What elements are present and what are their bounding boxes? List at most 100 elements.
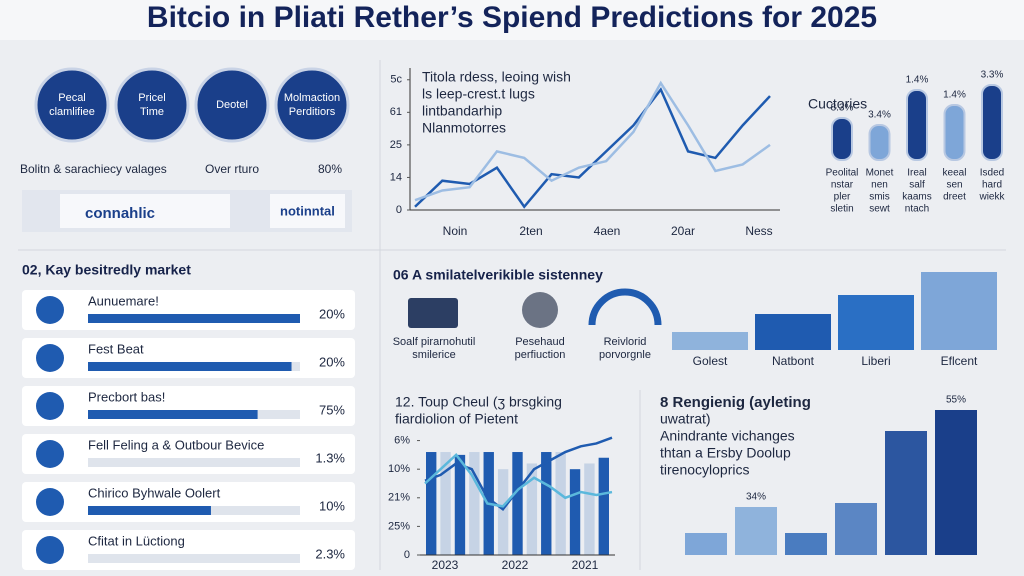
item-label: perfiuction bbox=[515, 349, 566, 361]
section-title: thtan a Ersby Doolup bbox=[660, 445, 791, 461]
feature-circle bbox=[34, 67, 110, 143]
y-tick-label: 61 bbox=[390, 106, 402, 118]
bar-label: 1.4% bbox=[906, 75, 929, 86]
bar-name: kaams bbox=[902, 192, 931, 203]
item-label: Reivlorid bbox=[604, 336, 647, 348]
bar-name: Ireal bbox=[907, 168, 926, 179]
bar-name: smis bbox=[869, 192, 890, 203]
bar bbox=[541, 452, 552, 555]
chart-note: lintbandarhip bbox=[422, 103, 502, 119]
row-pct: 20% bbox=[319, 354, 345, 369]
pill-bar bbox=[943, 104, 966, 161]
x-tick-label: Natbont bbox=[772, 354, 815, 368]
row-name: Aunuemare! bbox=[88, 293, 159, 308]
bar-label: 8.3% bbox=[831, 103, 854, 114]
pill-bar bbox=[868, 124, 891, 161]
bar-name: hard bbox=[982, 180, 1002, 191]
bar bbox=[569, 469, 581, 555]
bar-name: pler bbox=[834, 192, 851, 203]
data-line bbox=[424, 453, 613, 508]
progress-fill bbox=[88, 362, 292, 371]
icon bbox=[588, 288, 662, 326]
x-tick-label: 4aen bbox=[594, 224, 621, 238]
page-title: Bitcio in Pliati Rether’s Spiend Predict… bbox=[147, 1, 877, 34]
progress-fill bbox=[88, 314, 300, 323]
item-label: smilerice bbox=[412, 349, 455, 361]
logo-text: connahlic bbox=[85, 205, 155, 222]
row-card bbox=[22, 338, 355, 378]
bar-name: salf bbox=[909, 180, 925, 191]
pill-bar bbox=[831, 117, 853, 161]
item-label: Soalf pirarnohutil bbox=[393, 336, 476, 348]
bar bbox=[935, 410, 977, 555]
x-tick-label: 2021 bbox=[572, 558, 599, 572]
chart-note: ls leep-crest.t lugs bbox=[422, 86, 535, 102]
y-tick-label: 0 bbox=[396, 204, 402, 216]
bar-name: nen bbox=[871, 180, 888, 191]
section-title: 02, Kay besitredly market bbox=[22, 262, 191, 278]
y-tick-label: 5c bbox=[390, 74, 402, 86]
row-pct: 10% bbox=[319, 498, 345, 513]
bar bbox=[469, 452, 480, 555]
bar bbox=[835, 503, 877, 555]
row-name: Chirico Byhwale Oolert bbox=[88, 485, 221, 500]
section-title: fiardiolion of Pietent bbox=[395, 411, 518, 427]
icon bbox=[522, 292, 558, 328]
bar-label: 1.4% bbox=[943, 90, 966, 101]
bar bbox=[512, 452, 523, 555]
bar-name: Isded bbox=[980, 168, 1004, 179]
bar bbox=[440, 452, 451, 555]
row-icon bbox=[36, 536, 64, 564]
row-pct: 2.3% bbox=[315, 546, 345, 561]
bar-name: nstar bbox=[831, 180, 854, 191]
feature-circle bbox=[194, 67, 270, 143]
x-tick-label: 20ar bbox=[671, 224, 695, 238]
circle-caption: Over rturo bbox=[205, 162, 259, 176]
bar bbox=[454, 454, 466, 555]
bar bbox=[672, 332, 748, 350]
item-label: Pesehaud bbox=[515, 336, 565, 348]
progress-track bbox=[88, 458, 300, 467]
x-tick-label: Ness bbox=[745, 224, 772, 238]
row-card bbox=[22, 290, 355, 330]
row-name: Fest Beat bbox=[88, 341, 144, 356]
x-tick-label: 2ten bbox=[519, 224, 542, 238]
x-tick-label: Noin bbox=[443, 224, 468, 238]
chart-note: Nlanmotorres bbox=[422, 120, 506, 136]
bar bbox=[921, 272, 997, 350]
row-icon bbox=[36, 440, 64, 468]
bar-label: 34% bbox=[746, 492, 766, 503]
row-name: Cfitat in Lüctiong bbox=[88, 533, 185, 548]
bar-name: Peolital bbox=[826, 168, 859, 179]
bar bbox=[735, 507, 777, 555]
circle-label: Deotel bbox=[216, 99, 248, 111]
section-title: Cuctories bbox=[808, 96, 867, 112]
progress-fill bbox=[88, 410, 258, 419]
bar bbox=[838, 295, 914, 350]
x-tick-label: Liberi bbox=[861, 354, 890, 368]
bar bbox=[426, 452, 437, 555]
bar-label: 55% bbox=[946, 395, 966, 406]
section-title: Anindrante vichanges bbox=[660, 428, 795, 444]
bar-name: ntach bbox=[905, 204, 929, 215]
bar-label: 3.3% bbox=[981, 70, 1004, 81]
bar-name: wiekk bbox=[978, 192, 1005, 203]
bar-name: sewt bbox=[869, 204, 890, 215]
bar bbox=[685, 533, 727, 555]
row-icon bbox=[36, 488, 64, 516]
section-title: 12. Toup Cheul (ʒ brsgking bbox=[395, 394, 562, 410]
bar bbox=[584, 463, 595, 555]
bar bbox=[497, 469, 509, 555]
y-tick-label: 21% bbox=[388, 492, 410, 504]
bar bbox=[785, 533, 827, 555]
bar bbox=[526, 463, 538, 555]
y-tick-label: 0 bbox=[404, 549, 410, 561]
y-tick-label: 14 bbox=[390, 171, 402, 183]
x-tick-label: 2023 bbox=[432, 558, 459, 572]
bar-name: dreet bbox=[943, 192, 966, 203]
bar-name: keeal bbox=[943, 168, 967, 179]
row-icon bbox=[36, 344, 64, 372]
section-title: tirenocyloprics bbox=[660, 462, 749, 478]
x-tick-label: 2022 bbox=[502, 558, 529, 572]
